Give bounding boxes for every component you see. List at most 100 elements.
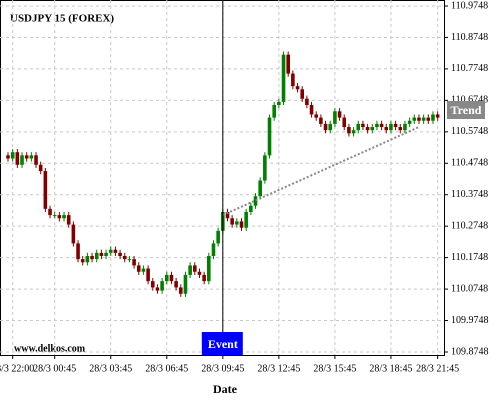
candle-body — [319, 117, 323, 124]
candle-body — [412, 117, 417, 121]
candle-body — [48, 208, 52, 216]
candle-body — [384, 127, 389, 131]
candle-body — [127, 259, 132, 261]
candle-body — [230, 218, 234, 225]
candle-body — [379, 123, 384, 128]
candle-body — [258, 180, 262, 197]
x-tick-label: 28/3 22:00 — [0, 363, 34, 374]
y-tick-label: 110.3748 — [451, 189, 488, 200]
candle-body — [393, 123, 398, 128]
watermark: www.delkos.com — [14, 343, 86, 354]
candle-body — [333, 111, 337, 124]
event-label-box — [201, 332, 243, 355]
candle-body — [20, 155, 24, 165]
candle-body — [52, 215, 57, 217]
y-tick-label: 110.0748 — [451, 283, 488, 294]
candle-body — [407, 120, 412, 124]
candle-body — [426, 117, 431, 121]
x-tick-label: 28/3 06:45 — [145, 363, 188, 374]
candle-body — [99, 252, 104, 257]
x-tick-label: 28/3 21:45 — [416, 363, 459, 374]
candle-body — [272, 105, 276, 118]
x-tick-label: 28/3 00:45 — [33, 363, 76, 374]
candle-body — [342, 117, 347, 128]
candle-body — [431, 114, 435, 121]
candle-body — [295, 86, 300, 90]
x-axis-label: Date — [213, 382, 238, 396]
candle-body — [150, 281, 155, 288]
y-tick-label: 110.2748 — [451, 220, 488, 231]
trend-label: Trend — [451, 103, 482, 117]
candle-body — [57, 215, 62, 219]
candle-body — [389, 123, 393, 131]
x-tick-label: 28/3 03:45 — [89, 363, 132, 374]
x-tick-label: 28/3 09:45 — [201, 363, 244, 374]
candle-body — [76, 243, 80, 260]
candle-body — [66, 215, 71, 225]
candle-body — [197, 271, 202, 275]
candle-body — [337, 111, 342, 118]
candle-body — [435, 114, 440, 118]
candle-body — [253, 196, 258, 206]
candle-body — [309, 105, 314, 115]
candle-body — [43, 171, 48, 209]
candle-body — [80, 259, 85, 263]
candle-body — [146, 268, 150, 282]
candle-body — [328, 123, 333, 131]
x-tick-label: 28/3 15:45 — [313, 363, 356, 374]
candle-body — [421, 117, 426, 121]
event-label: Event — [208, 337, 238, 351]
candle-body — [211, 243, 216, 257]
candle-body — [15, 152, 20, 165]
y-tick-label: 110.1748 — [451, 252, 488, 263]
candle-body — [281, 54, 286, 102]
candle-body — [90, 256, 94, 260]
candle-body — [6, 155, 10, 159]
candle-body — [85, 256, 90, 263]
candle-body — [244, 211, 248, 228]
candle-body — [160, 281, 164, 291]
candle-body — [286, 54, 290, 74]
candle-body — [267, 117, 272, 156]
candle-body — [62, 215, 66, 219]
candle-body — [365, 127, 370, 131]
candle-body — [216, 230, 220, 244]
candle-body — [113, 249, 118, 253]
trend-label-box — [447, 101, 485, 119]
candle-body — [29, 155, 34, 159]
candle-body — [193, 265, 197, 272]
candle-body — [375, 123, 379, 128]
candle-body — [239, 221, 244, 228]
candle-body — [108, 249, 113, 253]
x-tick-label: 28/3 18:45 — [369, 363, 412, 374]
candle-body — [10, 152, 15, 159]
candle-body — [403, 123, 407, 131]
candle-body — [188, 265, 192, 275]
y-tick-label: 110.9748 — [451, 0, 488, 11]
candle-body — [118, 252, 122, 257]
candle-body — [71, 224, 76, 244]
candle-body — [351, 130, 356, 134]
candle-body — [155, 287, 160, 291]
candle-body — [122, 256, 127, 260]
y-tick-label: 110.7748 — [451, 63, 488, 74]
candle-body — [174, 281, 178, 288]
candle-body — [398, 127, 403, 131]
candle-body — [132, 259, 136, 266]
candle-body — [141, 268, 146, 272]
candle-body — [361, 123, 365, 128]
candle-body — [169, 274, 174, 282]
chart-title: USDJPY 15 (FOREX) — [10, 13, 114, 25]
candle-body — [314, 114, 319, 118]
candle-body — [225, 211, 230, 219]
y-tick-label: 110.5748 — [451, 126, 488, 137]
y-tick-label: 110.6748 — [451, 95, 488, 106]
candle-body — [94, 252, 99, 260]
candle-body — [207, 256, 211, 282]
candle-body — [347, 127, 351, 134]
y-tick-label: 109.8748 — [451, 346, 489, 357]
candle-body — [291, 73, 295, 87]
candle-body — [249, 205, 253, 212]
candle-body — [305, 98, 309, 106]
